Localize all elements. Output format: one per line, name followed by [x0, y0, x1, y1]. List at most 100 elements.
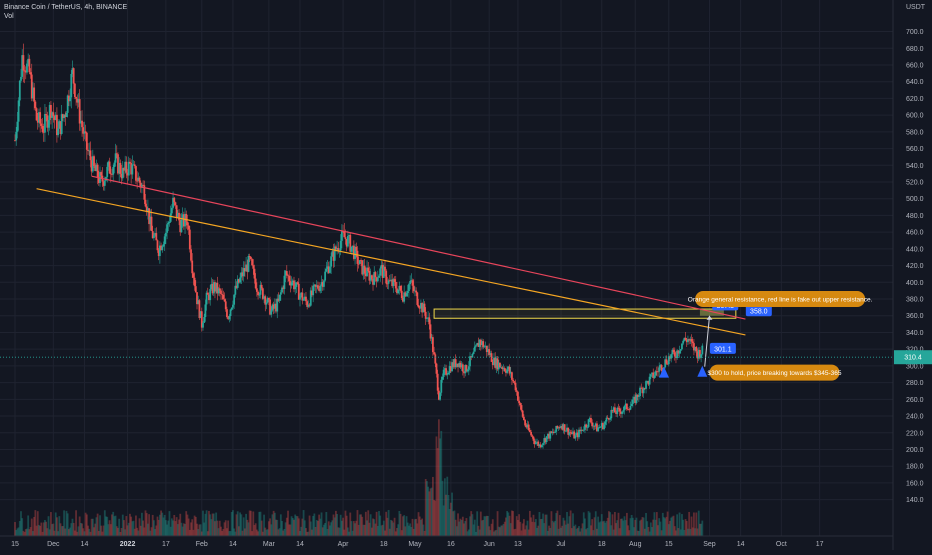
- candle-body: [97, 177, 100, 183]
- volume-bar: [337, 527, 340, 536]
- volume-bar: [652, 519, 655, 536]
- volume-bar: [398, 510, 401, 536]
- candle-body: [308, 304, 311, 306]
- volume-bar: [479, 511, 482, 536]
- volume-bar: [681, 514, 683, 536]
- candle-body: [361, 260, 364, 275]
- volume-bar: [493, 531, 495, 536]
- candle-body: [598, 427, 601, 429]
- candle-body: [457, 363, 459, 367]
- candle-body: [203, 317, 206, 323]
- candle-body: [532, 436, 535, 441]
- candle-body: [259, 284, 262, 295]
- volume-bar: [352, 521, 355, 536]
- candle-body: [360, 260, 362, 261]
- volume-bar: [230, 511, 233, 536]
- volume-bar: [273, 512, 276, 536]
- volume-bar: [543, 523, 546, 536]
- candle-body: [357, 263, 360, 265]
- volume-bar: [461, 516, 464, 536]
- candle-body: [330, 256, 333, 267]
- y-tick-label: 420.0: [906, 263, 924, 270]
- volume-bar: [205, 510, 208, 536]
- volume-bar: [509, 523, 512, 536]
- candle-body: [113, 162, 116, 167]
- volume-bar: [254, 523, 257, 536]
- volume-bar: [557, 528, 560, 536]
- candle-body: [629, 405, 632, 410]
- volume-bar: [443, 478, 446, 536]
- volume-bar: [459, 518, 462, 536]
- volume-bar: [111, 514, 113, 536]
- y-tick-label: 680.0: [906, 46, 924, 53]
- volume-bar: [265, 529, 268, 536]
- candle-body: [222, 294, 225, 300]
- volume-bar: [580, 528, 583, 536]
- volume-bar: [387, 510, 390, 536]
- y-tick-label: 340.0: [906, 330, 924, 337]
- candle-body: [420, 303, 422, 309]
- candle-body: [66, 95, 69, 113]
- candle-body: [83, 131, 86, 134]
- candle-body: [228, 316, 231, 320]
- candle-body: [232, 304, 234, 308]
- volume-bar: [642, 517, 645, 536]
- volume-bar: [293, 519, 295, 536]
- candle-body: [386, 283, 389, 285]
- volume-bar: [608, 511, 610, 536]
- volume-bar: [633, 527, 635, 536]
- volume-bar: [654, 519, 657, 536]
- volume-bar: [192, 529, 195, 536]
- candle-body: [235, 285, 238, 288]
- volume-bar: [154, 529, 156, 536]
- x-tick-label: Mar: [263, 541, 276, 548]
- volume-bar: [460, 519, 463, 536]
- volume-bar: [249, 510, 252, 536]
- volume-bar: [58, 516, 61, 536]
- volume-bar: [112, 511, 115, 536]
- candle-body: [288, 275, 291, 282]
- volume-bar: [109, 524, 112, 536]
- volume-bar: [203, 522, 206, 536]
- volume-bar: [143, 527, 146, 536]
- volume-label: Vol: [4, 13, 14, 20]
- volume-bar: [42, 522, 45, 536]
- volume-bar: [133, 528, 136, 536]
- candle-body: [42, 131, 45, 133]
- candle-body: [72, 68, 75, 84]
- volume-bar: [23, 531, 26, 536]
- volume-bar: [52, 523, 55, 536]
- candle-body: [397, 289, 400, 294]
- volume-bar: [94, 523, 97, 536]
- volume-bar: [588, 512, 591, 536]
- candle-body: [205, 292, 208, 305]
- candle-body: [455, 363, 458, 367]
- candle-body: [242, 268, 245, 277]
- volume-bar: [635, 517, 638, 536]
- volume-bar: [107, 524, 110, 536]
- y-tick-label: 280.0: [906, 380, 924, 387]
- candle-body: [391, 279, 394, 287]
- volume-bar: [294, 514, 297, 536]
- candle-body: [185, 213, 188, 222]
- volume-bar: [629, 518, 632, 536]
- volume-bar: [270, 524, 273, 536]
- volume-bar: [391, 520, 394, 536]
- candle-body: [372, 278, 374, 285]
- volume-bar: [33, 516, 36, 536]
- candle-body: [479, 339, 482, 345]
- volume-bar: [271, 514, 274, 536]
- volume-bar: [28, 529, 31, 536]
- candle-body: [149, 216, 152, 225]
- volume-bar: [65, 510, 68, 536]
- candle-body: [102, 181, 105, 186]
- volume-bar: [426, 481, 428, 536]
- candle-body: [694, 346, 697, 351]
- volume-bar: [178, 519, 180, 536]
- volume-bar: [279, 514, 282, 536]
- candle-body: [217, 288, 220, 294]
- candle-body: [530, 431, 532, 436]
- volume-bar: [217, 528, 220, 536]
